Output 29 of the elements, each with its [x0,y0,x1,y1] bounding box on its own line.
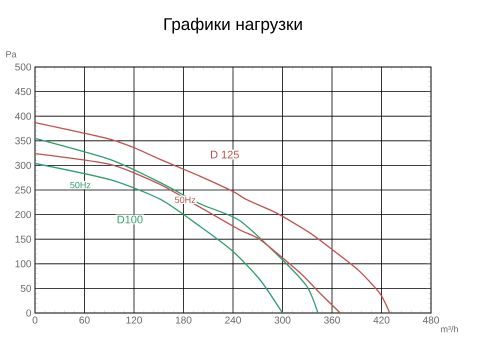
y-tick-label: 450 [15,88,32,96]
annotation: D100 [118,216,143,224]
x-tick-label: 60 [79,316,90,324]
x-tick-label: 300 [274,316,290,324]
x-tick-label: 180 [176,316,192,324]
chart-title: Графики нагрузки [164,18,302,34]
x-axis-title: m³/h [441,326,458,332]
x-tick-label: 0 [32,316,38,324]
x-tick-label: 360 [324,316,340,324]
x-tick-label: 240 [225,316,241,324]
x-tick-label: 120 [126,316,142,324]
y-tick-label: 200 [15,211,32,218]
y-tick-label: 100 [16,260,32,268]
annotation: D 125 [210,150,239,158]
y-tick-label: 250 [15,186,32,194]
line-series [35,122,390,313]
line-series [35,162,284,313]
y-axis-title: Pa [6,51,17,58]
x-tick-label: 420 [373,316,390,324]
x-tick-label: 480 [422,316,439,324]
y-tick-label: 300 [15,162,32,169]
y-tick-label: 150 [16,236,32,243]
annotation: 50Hz [175,196,196,204]
y-tick-label: 400 [15,112,32,120]
annotation: 50Hz [70,182,90,188]
y-tick-label: 50 [20,284,32,292]
y-tick-label: 0 [26,309,32,317]
y-tick-label: 350 [15,137,32,144]
y-tick-label: 500 [15,63,32,71]
